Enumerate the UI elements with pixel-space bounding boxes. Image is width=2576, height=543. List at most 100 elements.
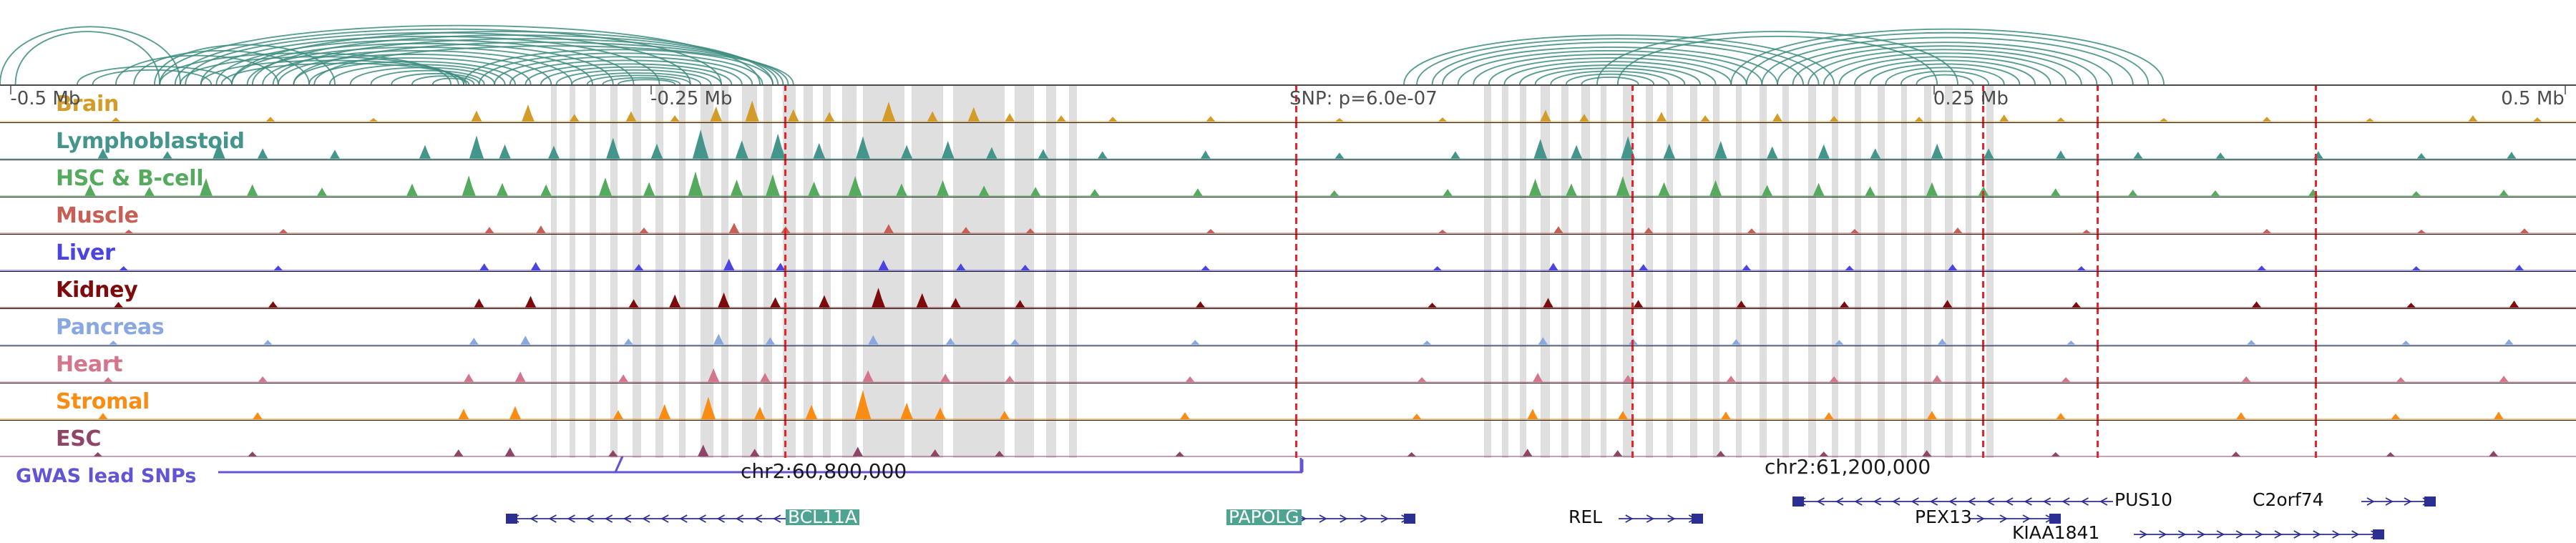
chromatin-loop-arc xyxy=(1442,47,1778,84)
gene-body-PUS10[interactable] xyxy=(1792,492,2113,508)
signal-area xyxy=(0,129,2576,160)
chromatin-loop-arc xyxy=(1854,59,2036,84)
chromatin-loop-arc xyxy=(1488,57,1732,84)
chromatin-loop-arc xyxy=(370,69,485,84)
gene-row: PUS10 xyxy=(0,489,2576,510)
chromatin-loop-arc xyxy=(277,54,552,84)
gene-label-PEX13[interactable]: PEX13 xyxy=(1915,507,1972,527)
chromatin-loop-arc xyxy=(1807,49,2082,84)
tissue-track-pancreas: Pancreas xyxy=(0,309,2576,346)
coordinate-label-left: chr2:60,800,000 xyxy=(741,459,907,483)
gwas-bracket-svg xyxy=(218,456,1304,474)
chromatin-loop-arc xyxy=(14,31,161,84)
chromatin-loop-arc xyxy=(92,69,213,84)
chromatin-loop-arc xyxy=(1792,45,2098,84)
chromatin-loop-arc xyxy=(308,61,516,84)
gene-body-KIAA1841[interactable] xyxy=(2134,525,2384,541)
gene-label-C2orf74[interactable]: C2orf74 xyxy=(2253,489,2324,510)
tissue-track-kidney: Kidney xyxy=(0,272,2576,309)
chromatin-loop-arc xyxy=(1565,73,1655,84)
chromatin-loop-arc xyxy=(1916,74,1974,84)
gene-body-PEX13[interactable] xyxy=(1969,509,2061,525)
gene-label-PAPOLG[interactable]: PAPOLG xyxy=(1226,508,1302,526)
signal-canvas xyxy=(0,197,2576,234)
signal-area xyxy=(0,444,2576,457)
signal-canvas xyxy=(0,309,2576,346)
chromatin-loop-arc xyxy=(391,73,480,84)
chromatin-loop-arc xyxy=(215,39,635,84)
chromatin-loop-arc xyxy=(1777,41,2113,84)
tissue-track-stromal: Stromal xyxy=(0,383,2576,421)
chromatin-loop-arc xyxy=(220,62,467,84)
chromatin-loop-arc xyxy=(431,77,470,84)
chromatin-loop-arc xyxy=(1473,54,1747,84)
gene-label-KIAA1841[interactable]: KIAA1841 xyxy=(2012,522,2100,543)
chromatin-loop-arc xyxy=(1885,67,2005,84)
chromatin-loop-arc xyxy=(262,50,573,84)
chromatin-loop-arc xyxy=(509,59,743,84)
tissue-track-liver: Liver xyxy=(0,235,2576,272)
chromatin-loop-arc xyxy=(1534,67,1686,84)
tissue-track-lymphoblastoid: Lymphoblastoid xyxy=(0,123,2576,160)
tissue-track-esc: ESC xyxy=(0,421,2576,458)
signal-area xyxy=(0,171,2576,197)
gene-row: KIAA1841 xyxy=(0,522,2576,543)
chromatin-loop-arc xyxy=(133,50,310,84)
chromatin-loop-arc xyxy=(1761,36,2134,84)
gene-label-BCL11A[interactable]: BCL11A xyxy=(786,508,860,526)
signal-area xyxy=(0,288,2576,308)
signal-area xyxy=(0,222,2576,234)
gene-label-REL[interactable]: REL xyxy=(1568,507,1603,527)
gwas-bracket-leader xyxy=(614,456,623,473)
gwas-bracket-line xyxy=(218,458,1302,474)
chromatin-loop-arc xyxy=(571,72,702,84)
signal-area xyxy=(0,258,2576,271)
chromatin-loop-arc xyxy=(1838,56,2051,84)
gene-label-PUS10[interactable]: PUS10 xyxy=(2114,489,2173,510)
chromatin-loop-arc xyxy=(1823,52,2067,84)
signal-canvas xyxy=(0,86,2576,122)
chromatin-loop-arc xyxy=(1745,31,2150,84)
chromatin-loop-arc xyxy=(1457,50,1763,84)
chromatin-loop-arc xyxy=(1596,31,1958,84)
chromatin-loop-arc xyxy=(1550,70,1670,84)
chromatin-loop-arc xyxy=(1519,64,1701,84)
chromatin-loop-arc xyxy=(77,65,233,84)
gene-body-BCL11A[interactable] xyxy=(506,509,786,525)
chromatin-loop-arc xyxy=(525,63,733,84)
tissue-track-heart: Heart xyxy=(0,346,2576,383)
gene-body-REL[interactable] xyxy=(1619,509,1703,525)
chromatin-loop-arc xyxy=(1616,35,1938,84)
chromatin-loop-arcs-panel xyxy=(0,0,2576,84)
signal-area xyxy=(0,368,2576,383)
gene-row: C2orf74 xyxy=(0,489,2576,510)
signal-canvas xyxy=(0,272,2576,308)
chromatin-loop-arc xyxy=(1403,34,1835,84)
gene-row: PEX13 xyxy=(0,507,2576,527)
chromatin-loop-arc xyxy=(463,49,774,84)
signal-canvas xyxy=(0,421,2576,458)
gene-row: PAPOLG xyxy=(0,508,2576,526)
chromatin-loop-arc xyxy=(293,57,532,84)
chromatin-loop-arc xyxy=(555,69,712,84)
tissue-track-stack: Brain -0.5 Mb -0.25 Mb 0.25 Mb 0.5 Mb SNP: p=… xyxy=(0,84,2576,458)
chromatin-loop-arc xyxy=(1869,63,2021,84)
chromatin-loop-arc xyxy=(411,75,475,84)
gene-row: REL xyxy=(0,507,2576,527)
chromatin-loop-arc xyxy=(1431,41,1804,84)
chromatin-loop-arc xyxy=(602,77,681,84)
chromatin-loop-arc xyxy=(618,79,676,84)
signal-canvas xyxy=(0,160,2576,197)
coordinate-row: GWAS lead SNPs chr2:60,800,000 chr2:61,2… xyxy=(0,455,2576,498)
coordinate-label-right: chr2:61,200,000 xyxy=(1765,455,1931,479)
chromatin-loop-arc xyxy=(586,74,691,84)
chromatin-loop-arc xyxy=(478,52,763,84)
signal-canvas xyxy=(0,383,2576,420)
gene-body-C2orf74[interactable] xyxy=(2361,492,2436,508)
gene-row: BCL11A xyxy=(0,508,2576,526)
gwas-lead-snps-label: GWAS lead SNPs xyxy=(16,465,197,487)
chromatin-loop-arc xyxy=(540,66,722,84)
chromatin-loop-arc xyxy=(1581,77,1639,84)
signal-canvas xyxy=(0,235,2576,271)
